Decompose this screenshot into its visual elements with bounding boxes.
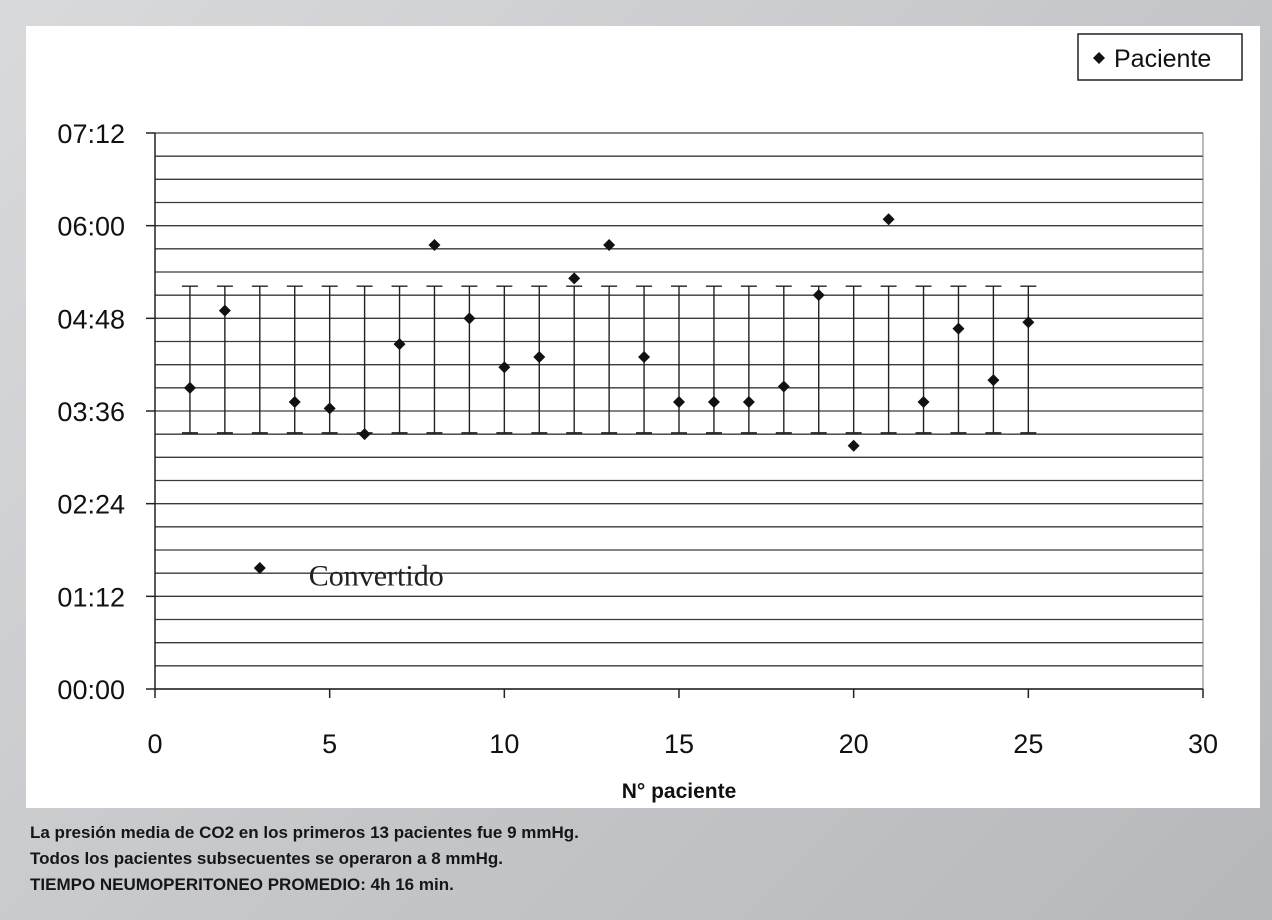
legend-label: Paciente (1114, 45, 1211, 73)
data-point (463, 312, 476, 325)
data-point (847, 439, 860, 452)
chart-panel: 00:00 01:12 02:24 03:36 04:48 06:00 07:12 0 5 10 1… (26, 26, 1260, 808)
data-point (812, 289, 825, 302)
legend-box (1077, 33, 1243, 81)
y-tick-label: 02:24 (57, 490, 125, 520)
x-tick-label: 20 (839, 729, 869, 759)
y-tick-label: 07:12 (57, 119, 125, 149)
scatter-chart: 00:00 01:12 02:24 03:36 04:48 06:00 07:12 0 5 10 1… (57, 33, 1243, 803)
data-point (742, 395, 755, 408)
data-point (673, 395, 685, 408)
legend-marker (1093, 52, 1105, 64)
data-point (568, 272, 581, 285)
data-point (987, 374, 1000, 387)
y-tick-label: 06:00 (57, 212, 125, 242)
x-axis-title: N° paciente (622, 780, 737, 803)
caption-line-3: TIEMPO NEUMOPERITONEO PROMEDIO: 4h 16 mi… (30, 875, 454, 894)
caption-line-2: Todos los pacientes subsecuentes se oper… (30, 849, 503, 868)
y-tick-label: 00:00 (57, 675, 125, 705)
data-point (183, 381, 196, 394)
y-tick-label: 03:36 (57, 397, 125, 427)
data-point (358, 428, 371, 441)
data-point (323, 402, 336, 415)
caption: La presión media de CO2 en los primeros … (30, 820, 1230, 898)
y-tick-label: 01:12 (57, 582, 125, 612)
x-tick-label: 25 (1013, 729, 1043, 759)
data-point (253, 562, 266, 575)
data-point (603, 238, 616, 251)
x-tick-label: 5 (322, 729, 337, 759)
annotation-label: Convertido (309, 560, 444, 593)
data-point (393, 338, 406, 351)
data-point (428, 238, 441, 251)
data-point (917, 395, 930, 408)
x-tick-label: 0 (147, 729, 162, 759)
data-point (777, 380, 790, 393)
data-point (218, 304, 231, 317)
x-tick-label: 30 (1188, 729, 1218, 759)
data-point (288, 395, 301, 408)
data-point (638, 350, 651, 363)
y-tick-label: 04:48 (57, 304, 125, 334)
data-point (707, 395, 720, 408)
data-point (952, 322, 965, 335)
x-tick-label: 15 (664, 729, 694, 759)
data-point (498, 361, 511, 374)
data-point (533, 350, 546, 363)
x-tick-label: 10 (489, 729, 519, 759)
caption-line-1: La presión media de CO2 en los primeros … (30, 823, 579, 842)
data-point (882, 213, 895, 226)
